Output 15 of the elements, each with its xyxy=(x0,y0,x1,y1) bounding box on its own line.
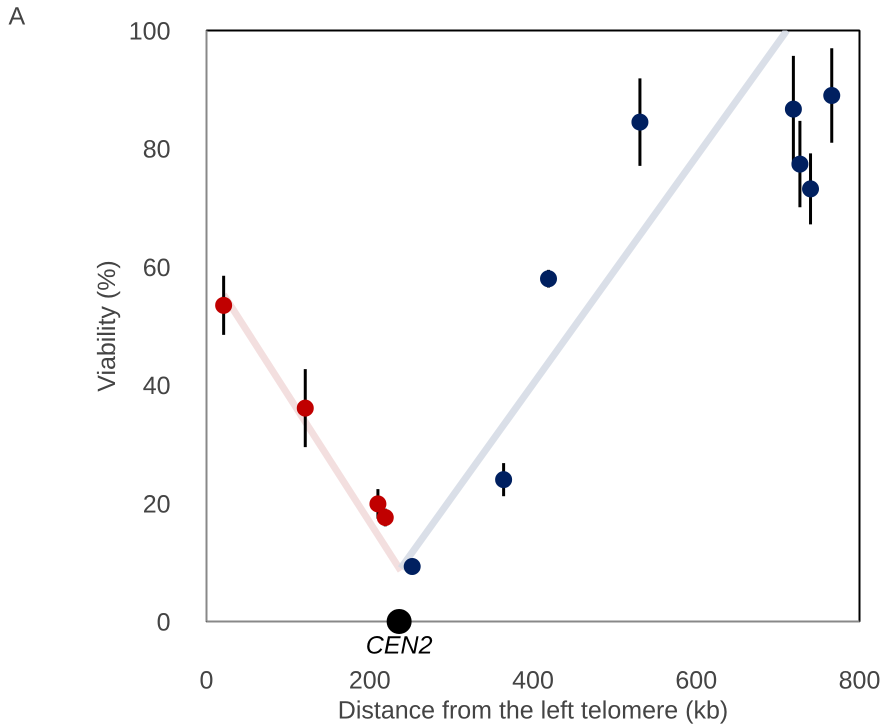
y-axis-title: Viability (%) xyxy=(92,260,121,392)
y-tick-label: 100 xyxy=(128,18,171,46)
y-tick-label: 40 xyxy=(142,372,171,400)
x-tick-label: 600 xyxy=(675,666,718,694)
y-tick-label: 20 xyxy=(142,490,171,518)
y-tick-label: 0 xyxy=(156,608,170,636)
y-tick-label: 80 xyxy=(142,136,171,164)
x-tick-label: 800 xyxy=(838,666,880,694)
text: A xyxy=(8,2,26,30)
x-tick-label: 400 xyxy=(512,666,554,694)
x-axis-title: Distance from the left telomere (kb) xyxy=(338,696,728,724)
x-tick-label: 200 xyxy=(348,666,391,694)
y-tick-label: 60 xyxy=(142,254,171,282)
series-label: CEN2 xyxy=(366,632,433,660)
x-tick-label: 0 xyxy=(200,666,214,694)
